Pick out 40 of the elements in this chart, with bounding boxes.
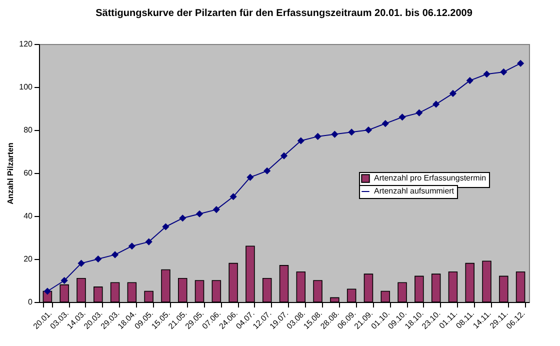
- y-tick-label: 120: [19, 40, 34, 48]
- point: [196, 210, 203, 217]
- point: [332, 131, 338, 138]
- point: [264, 168, 270, 174]
- point: [112, 252, 118, 258]
- legend-label: Artenzahl aufsummiert: [374, 186, 455, 196]
- point: [298, 138, 304, 144]
- point: [95, 256, 102, 262]
- point: [365, 126, 372, 134]
- y-tick-label: 20: [24, 254, 34, 264]
- y-tick-label: 80: [24, 126, 34, 134]
- point: [484, 70, 490, 78]
- y-axis-title: Anzahl Pilzarten: [6, 142, 16, 204]
- point: [146, 238, 152, 245]
- point: [348, 129, 355, 136]
- y-tick-label: 0: [28, 298, 34, 306]
- y-tick-label: 40: [24, 212, 34, 220]
- legend-label: Artenzahl pro Erfassungstermin: [374, 174, 486, 182]
- point: [230, 194, 236, 200]
- y-tick-label: 60: [24, 168, 34, 178]
- point: [162, 224, 169, 230]
- point: [128, 242, 136, 250]
- point: [247, 174, 254, 180]
- chart-title: Sättigungskurve der Pilzarten für den Erfassungszeitraum 20.01. bis 06.12.2009: [96, 8, 473, 19]
- point: [466, 77, 473, 84]
- point: [382, 120, 388, 127]
- point: [61, 277, 68, 284]
- point: [432, 101, 440, 108]
- point: [78, 260, 84, 266]
- point: [500, 68, 507, 76]
- point: [399, 114, 406, 120]
- point: [416, 110, 422, 116]
- point: [280, 152, 288, 159]
- point: [314, 133, 321, 140]
- point: [180, 215, 186, 222]
- point: [44, 288, 51, 294]
- point: [213, 206, 220, 213]
- point: [450, 90, 456, 97]
- point: [517, 60, 524, 66]
- y-tick-label: 100: [19, 82, 34, 92]
